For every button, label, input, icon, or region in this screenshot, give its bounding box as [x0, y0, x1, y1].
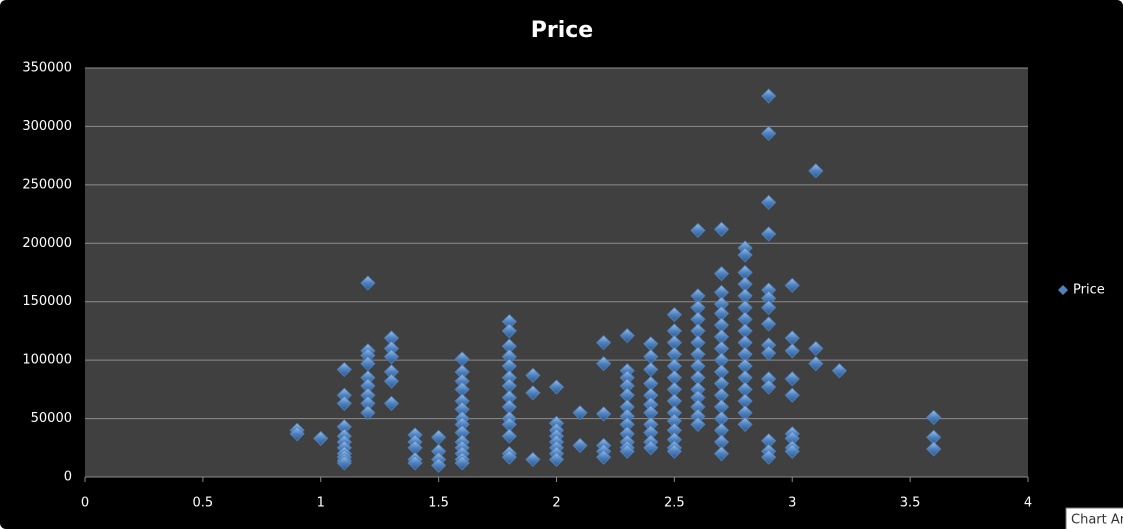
point: [926, 441, 942, 457]
point: [525, 451, 541, 468]
tooltip-box: [1065, 507, 1123, 529]
tooltip-text: Chart Ar: [1071, 513, 1123, 528]
chart-title: Price: [531, 18, 593, 43]
point: [761, 379, 777, 395]
point: [596, 356, 612, 372]
point: [761, 299, 777, 316]
point: [808, 340, 824, 357]
y-tick-label: 100000: [22, 353, 72, 368]
point: [619, 443, 635, 459]
point: [808, 163, 824, 179]
point: [501, 323, 517, 339]
point: [596, 335, 612, 351]
y-tick-label: 150000: [22, 294, 72, 309]
point: [761, 88, 777, 104]
x-tick-label: 0.5: [193, 496, 214, 511]
point: [808, 356, 824, 372]
point: [289, 426, 305, 442]
point: [737, 416, 753, 432]
plot-area: [85, 68, 1028, 477]
point: [737, 247, 753, 263]
point: [336, 395, 352, 411]
point: [784, 443, 800, 459]
point: [525, 367, 541, 383]
point: [596, 449, 612, 465]
point: [690, 416, 706, 432]
x-tick-label: 2.5: [664, 496, 685, 511]
tooltip: Chart Ar: [1065, 507, 1123, 529]
x-tick-label: 3: [788, 496, 796, 511]
point: [761, 226, 777, 242]
point: [690, 222, 706, 238]
point: [360, 275, 376, 291]
point: [336, 455, 352, 471]
point: [713, 266, 730, 282]
point: [313, 430, 329, 447]
point: [548, 451, 565, 468]
legend-label: Price: [1073, 283, 1105, 298]
point: [525, 385, 541, 401]
legend-marker: [1058, 285, 1068, 295]
point: [454, 455, 470, 471]
point: [713, 446, 730, 462]
y-tick-label: 350000: [22, 61, 72, 76]
point: [431, 457, 447, 473]
x-tick-label: 1.5: [428, 496, 449, 511]
point: [336, 361, 352, 378]
point: [761, 194, 777, 210]
point: [831, 363, 847, 379]
point: [784, 371, 800, 387]
point: [926, 409, 942, 425]
y-tick-label: 50000: [31, 411, 72, 426]
point: [784, 343, 800, 359]
point: [761, 125, 777, 142]
x-tick-label: 2: [552, 496, 560, 511]
point: [596, 406, 612, 422]
point: [643, 440, 659, 456]
point: [619, 328, 635, 344]
point: [383, 349, 400, 365]
x-tick-label: 0: [81, 496, 89, 511]
point: [761, 449, 777, 465]
point: [360, 405, 376, 421]
x-tick-label: 3.5: [900, 496, 921, 511]
point: [501, 428, 517, 444]
point: [572, 437, 588, 454]
point: [713, 221, 730, 237]
point: [784, 387, 800, 403]
point: [501, 449, 517, 465]
y-tick-label: 300000: [22, 119, 72, 134]
x-tick-label: 4: [1024, 496, 1032, 511]
x-tick-label: 1: [317, 496, 325, 511]
y-tick-label: 0: [64, 470, 72, 485]
point: [666, 307, 682, 323]
y-tick-label: 250000: [22, 177, 72, 192]
point: [761, 345, 777, 361]
point: [761, 316, 777, 332]
y-tick-label: 200000: [22, 236, 72, 251]
point: [383, 395, 400, 411]
point: [666, 443, 682, 459]
point: [383, 373, 400, 389]
point: [407, 455, 423, 471]
point: [784, 277, 800, 293]
point: [572, 405, 588, 421]
point: [548, 379, 565, 395]
